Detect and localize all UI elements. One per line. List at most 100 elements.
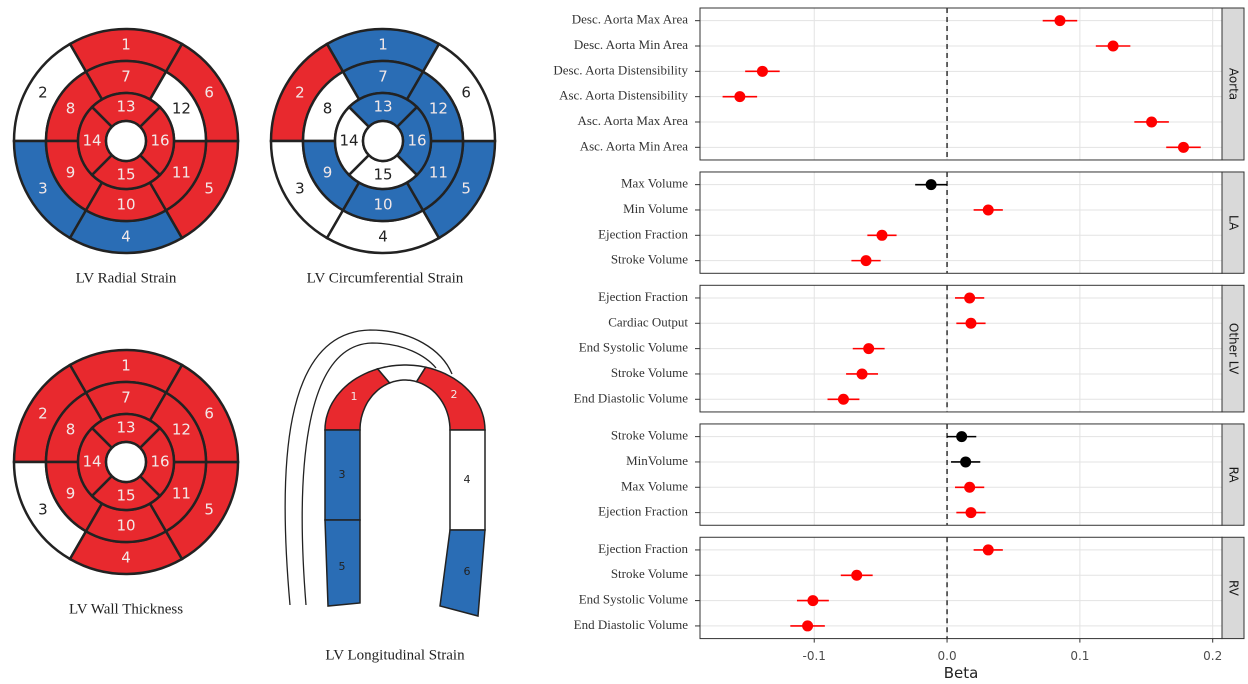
point	[964, 482, 975, 493]
category-label: Ejection Fraction	[598, 541, 688, 556]
segment-label: 13	[373, 98, 392, 116]
point	[965, 318, 976, 329]
category-label: Asc. Aorta Max Area	[578, 113, 689, 128]
category-label: Min Volume	[623, 201, 688, 216]
category-label: Stroke Volume	[611, 566, 688, 581]
point	[838, 394, 849, 405]
segment-label: 2	[38, 84, 48, 102]
point	[926, 179, 937, 190]
category-label: Ejection Fraction	[598, 289, 688, 304]
x-tick-label: 0.1	[1070, 649, 1089, 663]
segment-label: 6	[464, 565, 471, 578]
segment-label: 12	[429, 100, 448, 118]
x-tick-label: 0.0	[938, 649, 957, 663]
point	[851, 570, 862, 581]
segment-label: 13	[116, 98, 135, 116]
category-label: Stroke Volume	[611, 428, 688, 443]
strip-label: RA	[1227, 467, 1241, 484]
segment-label: 3	[295, 180, 305, 198]
strip-label: RV	[1227, 580, 1241, 597]
segment-label: 7	[378, 68, 388, 86]
segment-label: 10	[116, 517, 135, 535]
segment-label: 1	[121, 357, 131, 375]
segment-label: 16	[407, 132, 426, 150]
segment-label: 15	[116, 166, 135, 184]
x-tick-label: -0.1	[803, 649, 826, 663]
segment-label: 7	[121, 68, 131, 86]
segment-label: 12	[172, 100, 191, 118]
segment-label: 5	[204, 180, 214, 198]
point	[802, 620, 813, 631]
segment-label: 14	[82, 132, 101, 150]
category-label: Stroke Volume	[611, 365, 688, 380]
category-label: Cardiac Output	[608, 314, 688, 329]
segment-label: 2	[451, 388, 458, 401]
category-label: Asc. Aorta Min Area	[580, 138, 689, 153]
point	[861, 255, 872, 266]
panel-background	[700, 8, 1222, 160]
segment-label: 5	[339, 560, 346, 573]
segment-label: 5	[461, 180, 471, 198]
point	[960, 456, 971, 467]
category-label: Ejection Fraction	[598, 226, 688, 241]
category-label: End Systolic Volume	[579, 340, 689, 355]
center-hole	[106, 442, 146, 482]
segment-label: 9	[66, 485, 76, 503]
segment-label: 3	[339, 468, 346, 481]
point	[876, 230, 887, 241]
segment	[440, 530, 485, 616]
point	[1108, 40, 1119, 51]
segment-label: 1	[351, 390, 358, 403]
category-label: Desc. Aorta Distensibility	[553, 62, 688, 77]
strip-label: Aorta	[1227, 68, 1241, 100]
point	[863, 343, 874, 354]
point	[983, 544, 994, 555]
x-tick-label: 0.2	[1203, 649, 1222, 663]
segment-label: 2	[295, 84, 305, 102]
category-label: Stroke Volume	[611, 252, 688, 267]
segment-label: 10	[116, 196, 135, 214]
segment-label: 13	[116, 419, 135, 437]
segment-label: 1	[121, 36, 131, 54]
category-label: Max Volume	[621, 176, 688, 191]
category-label: Desc. Aorta Max Area	[572, 12, 688, 27]
segment-label: 11	[172, 485, 191, 503]
segment-label: 6	[204, 405, 214, 423]
segment-label: 7	[121, 389, 131, 407]
diagram-title: LV Circumferential Strain	[307, 270, 464, 286]
segment-label: 16	[150, 453, 169, 471]
center-hole	[363, 121, 403, 161]
figure: 12345678910111213141516LV Radial Strain1…	[0, 0, 1248, 684]
segment-label: 11	[172, 164, 191, 182]
point	[807, 595, 818, 606]
segment-label: 4	[464, 473, 471, 486]
category-label: Ejection Fraction	[598, 504, 688, 519]
point	[964, 292, 975, 303]
panel-background	[700, 172, 1222, 273]
segment-label: 15	[116, 487, 135, 505]
segment-label: 12	[172, 421, 191, 439]
diagram-title: LV Wall Thickness	[69, 601, 183, 617]
segment-label: 3	[38, 501, 48, 519]
point	[965, 507, 976, 518]
segment-label: 11	[429, 164, 448, 182]
segment-label: 4	[378, 228, 388, 246]
segment-label: 14	[339, 132, 358, 150]
segment-label: 6	[204, 84, 214, 102]
segment-label: 14	[82, 453, 101, 471]
category-label: MinVolume	[626, 453, 688, 468]
strip-label: LA	[1227, 215, 1241, 231]
segment-label: 8	[66, 100, 76, 118]
point	[757, 66, 768, 77]
segment-label: 15	[373, 166, 392, 184]
segment-label: 9	[323, 164, 333, 182]
point	[956, 431, 967, 442]
segment-label: 2	[38, 405, 48, 423]
point	[857, 368, 868, 379]
x-axis-title: Beta	[944, 664, 979, 682]
point	[1054, 15, 1065, 26]
segment-label: 8	[323, 100, 333, 118]
diagram-title: LV Radial Strain	[76, 270, 177, 286]
panel-background	[700, 537, 1222, 638]
segment-label: 5	[204, 501, 214, 519]
